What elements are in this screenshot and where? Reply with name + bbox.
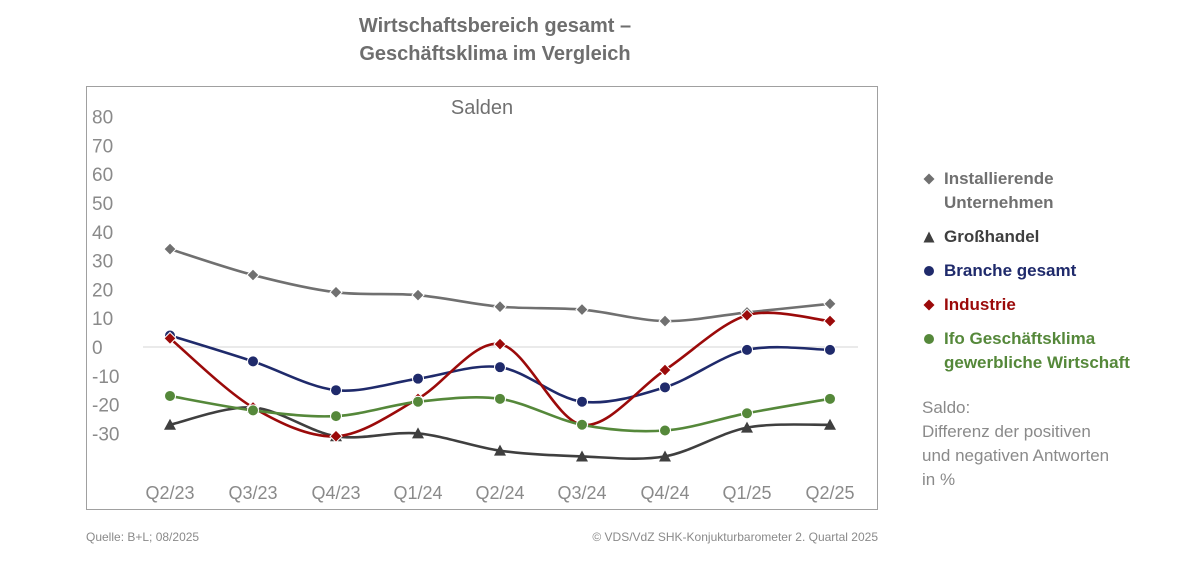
legend-label-line: Ifo Geschäftsklima xyxy=(944,329,1096,348)
data-point xyxy=(330,384,342,397)
legend-diamond-icon xyxy=(923,299,935,311)
data-point xyxy=(493,337,507,351)
legend-label-line: Großhandel xyxy=(944,227,1040,246)
data-point xyxy=(163,242,177,256)
data-point xyxy=(823,314,837,328)
data-point xyxy=(164,418,176,430)
data-point xyxy=(576,418,588,431)
data-point xyxy=(163,331,177,346)
y-tick-label: -30 xyxy=(92,424,119,445)
data-point xyxy=(741,421,753,433)
copyright-footer: © VDS/VdZ SHK-Konjukturbarometer 2. Quar… xyxy=(592,530,878,544)
data-point xyxy=(412,427,424,439)
y-tick-label: 70 xyxy=(92,136,113,157)
data-point xyxy=(494,444,506,456)
series-4 xyxy=(164,389,836,437)
x-category-label: Q2/23 xyxy=(145,483,194,503)
data-point xyxy=(329,285,343,299)
data-point xyxy=(411,288,425,302)
x-category-label: Q1/24 xyxy=(393,483,442,503)
x-category-label: Q3/23 xyxy=(228,483,277,503)
series-group xyxy=(163,242,837,462)
data-point xyxy=(659,424,671,437)
y-axis-ticks: 80 70 60 50 40 30 20 10 0 -10 -20 -30 xyxy=(92,108,119,446)
chart-subtitle: Salden xyxy=(451,97,513,119)
y-tick-label: 10 xyxy=(92,309,113,330)
series-0 xyxy=(163,242,837,328)
legend-item-4: Ifo Geschäftsklima gewerbliche Wirtschaft xyxy=(922,327,1192,375)
data-point xyxy=(659,450,671,462)
data-point xyxy=(740,308,754,323)
data-point xyxy=(576,450,588,462)
data-point xyxy=(247,404,259,417)
data-point xyxy=(493,299,507,314)
legend-label-line: Unternehmen xyxy=(944,193,1054,212)
x-category-label: Q3/24 xyxy=(557,483,606,503)
note-line-1: Saldo: xyxy=(922,398,971,417)
y-tick-label: 0 xyxy=(92,338,103,359)
legend-item-0: Installierende Unternehmen xyxy=(922,167,1192,215)
chart-title-line-1: Wirtschaftsbereich gesamt – xyxy=(358,15,632,37)
legend-item-2: Branche gesamt xyxy=(922,259,1192,283)
legend-item-1: Großhandel xyxy=(922,225,1192,249)
note-line-4: in % xyxy=(922,470,956,489)
data-point xyxy=(741,343,753,356)
data-point xyxy=(824,392,836,405)
plot-frame xyxy=(86,86,878,510)
x-category-label: Q2/24 xyxy=(475,483,524,503)
saldo-note: Saldo: Differenz der positiven und negat… xyxy=(922,396,1182,492)
legend-label-line: gewerbliche Wirtschaft xyxy=(944,353,1130,372)
data-point xyxy=(658,363,672,377)
data-point xyxy=(412,395,424,408)
x-category-label: Q4/23 xyxy=(311,483,360,503)
data-point xyxy=(741,407,753,420)
y-tick-label: 40 xyxy=(92,223,113,244)
data-point xyxy=(494,361,506,374)
y-tick-label: 30 xyxy=(92,252,113,273)
y-tick-label: -10 xyxy=(92,367,119,388)
legend-circle-icon xyxy=(924,266,934,276)
data-point xyxy=(824,418,836,430)
series-1 xyxy=(164,401,836,462)
legend-label-line: Branche gesamt xyxy=(944,261,1077,280)
legend-circle-icon xyxy=(924,334,934,344)
data-point xyxy=(824,343,836,356)
data-point xyxy=(576,395,588,408)
y-tick-label: 80 xyxy=(92,108,113,129)
data-point xyxy=(658,314,672,328)
legend: Installierende Unternehmen Großhandel Branc… xyxy=(922,167,1192,385)
data-point xyxy=(247,355,259,368)
note-line-2: Differenz der positiven xyxy=(922,422,1091,441)
y-tick-label: 50 xyxy=(92,194,113,215)
source-footer: Quelle: B+L; 08/2025 xyxy=(86,530,200,544)
series-3 xyxy=(163,308,837,443)
data-point xyxy=(659,381,671,394)
x-category-label: Q4/24 xyxy=(640,483,689,503)
chart-title-line-2: Geschäftsklima im Vergleich xyxy=(359,43,631,65)
data-point xyxy=(246,268,260,282)
data-point xyxy=(575,302,589,317)
legend-label-line: Installierende xyxy=(944,169,1054,188)
y-tick-label: 60 xyxy=(92,165,113,186)
data-point xyxy=(329,429,343,443)
y-tick-label: 20 xyxy=(92,280,113,301)
data-point xyxy=(330,410,342,423)
x-axis-categories: Q2/23 Q3/23 Q4/23 Q1/24 Q2/24 Q3/24 Q4/24 Q1/25… xyxy=(145,483,854,503)
legend-triangle-icon xyxy=(923,231,935,243)
data-point xyxy=(412,372,424,385)
data-point xyxy=(164,389,176,402)
legend-diamond-icon xyxy=(923,173,935,185)
y-tick-label: -20 xyxy=(92,396,119,417)
x-category-label: Q1/25 xyxy=(722,483,771,503)
chart-title: Wirtschaftsbereich gesamt – Geschäftskli… xyxy=(300,12,690,68)
legend-item-3: Industrie xyxy=(922,293,1192,317)
x-category-label: Q2/25 xyxy=(805,483,854,503)
note-line-3: und negativen Antworten xyxy=(922,446,1110,465)
data-point xyxy=(494,392,506,405)
legend-label-line: Industrie xyxy=(944,295,1016,314)
data-point xyxy=(823,297,837,311)
